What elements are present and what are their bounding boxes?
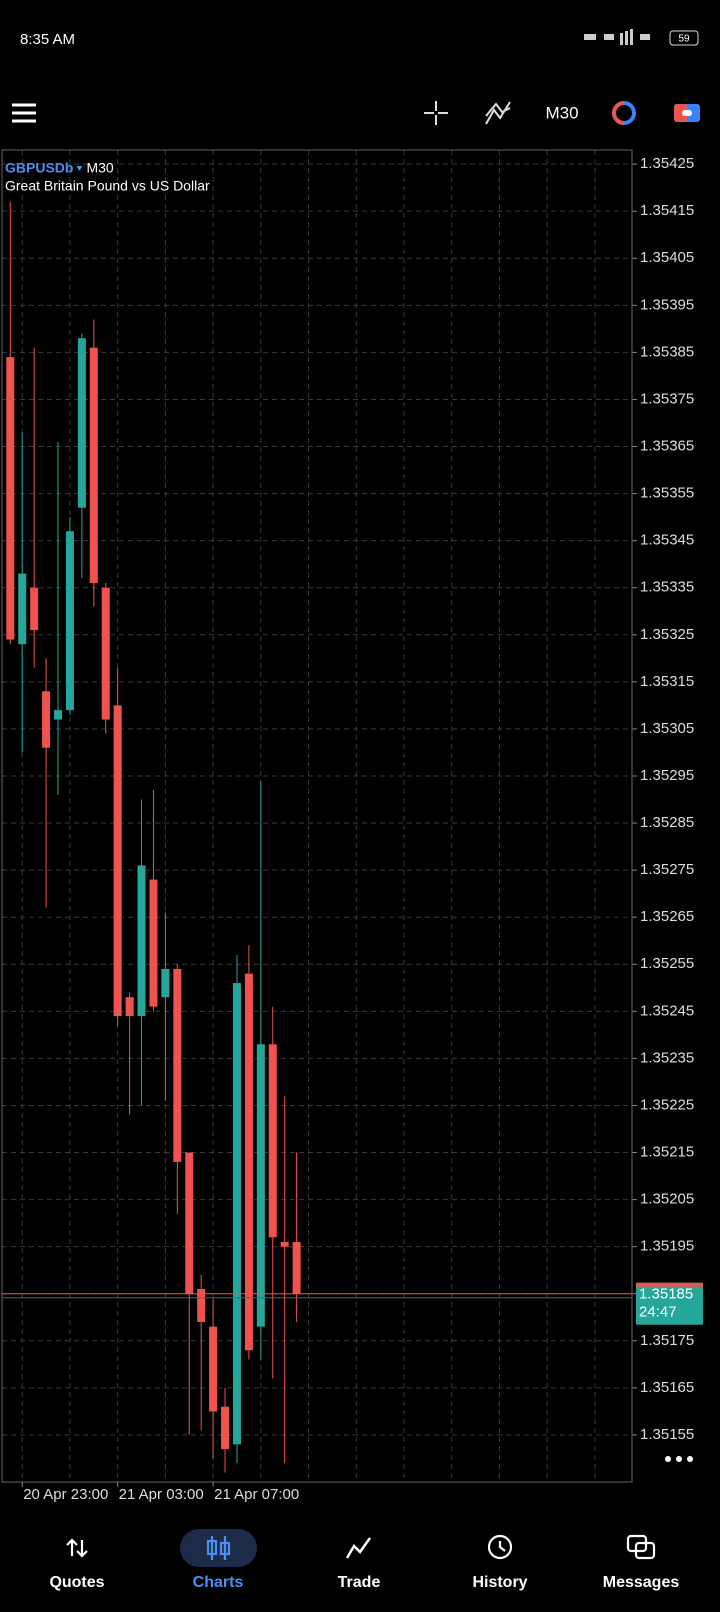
- y-tick-label: 1.35215: [640, 1143, 694, 1160]
- y-tick-label: 1.35155: [640, 1426, 694, 1443]
- y-tick-label: 1.35425: [640, 155, 694, 172]
- y-tick-label: 1.35285: [640, 814, 694, 831]
- chart-type-button[interactable]: [612, 101, 636, 125]
- chart-timeframe: M30: [86, 160, 113, 176]
- candle-body: [173, 968, 182, 1162]
- candle-body: [113, 705, 122, 1017]
- y-tick-label: 1.35295: [640, 767, 694, 784]
- y-tick-label: 1.35415: [640, 202, 694, 219]
- crosshair-button[interactable]: [424, 101, 448, 125]
- status-icons: [584, 29, 650, 45]
- candle-body: [18, 573, 27, 645]
- candle-body: [6, 357, 15, 640]
- quotes-icon: [66, 1538, 88, 1558]
- nav-tab[interactable]: Charts: [193, 1574, 244, 1591]
- candle-body: [54, 710, 63, 720]
- trade-icon: [345, 1537, 372, 1559]
- chart: 1.35155 1.35165 1.35175 1.35185 1.35195 1.352…: [1, 149, 703, 1503]
- timeframe-button[interactable]: M30: [545, 103, 578, 122]
- candle-body: [125, 997, 134, 1017]
- y-tick-label: 1.35395: [640, 296, 694, 313]
- candle-body: [101, 587, 110, 720]
- x-tick-label: 21 Apr 03:00: [119, 1486, 204, 1503]
- x-tick-label: 20 Apr 23:00: [23, 1486, 108, 1503]
- candle-body: [209, 1326, 218, 1412]
- countdown-label: 24:47: [639, 1304, 677, 1321]
- candle-body: [149, 879, 158, 1007]
- y-tick-label: 1.35355: [640, 485, 694, 502]
- y-tick-label: 1.35325: [640, 626, 694, 643]
- current-price-label: 1.35185: [639, 1286, 693, 1303]
- y-tick-label: 1.35265: [640, 908, 694, 925]
- candle-body: [280, 1241, 289, 1247]
- y-tick-label: 1.35195: [640, 1238, 694, 1255]
- candle-body: [137, 865, 146, 1017]
- candle-body: [161, 968, 170, 998]
- y-tick-label: 1.35365: [640, 437, 694, 454]
- nav-tab[interactable]: Trade: [338, 1574, 381, 1591]
- candle-body: [268, 1044, 277, 1238]
- messages-icon: [626, 1534, 656, 1560]
- y-tick-label: 1.35375: [640, 390, 694, 407]
- y-tick-label: 1.35235: [640, 1049, 694, 1066]
- y-tick-label: 1.35205: [640, 1191, 694, 1208]
- indicators-button[interactable]: [485, 101, 511, 125]
- y-tick-label: 1.35245: [640, 1002, 694, 1019]
- plot-frame: [1, 149, 633, 1483]
- nav-tab[interactable]: Messages: [603, 1574, 680, 1591]
- y-tick-label: 1.35335: [640, 579, 694, 596]
- candle-body: [185, 1152, 194, 1294]
- trade-button[interactable]: [674, 104, 700, 122]
- price-label-top: [636, 1282, 703, 1287]
- candle-body: [65, 531, 74, 711]
- y-tick-label: 1.35275: [640, 861, 694, 878]
- y-tick-label: 1.35225: [640, 1096, 694, 1113]
- symbol-dropdown-arrow: [76, 166, 83, 171]
- more-button[interactable]: [665, 1456, 693, 1462]
- battery: [669, 30, 699, 46]
- bottom-nav: [0, 1527, 720, 1612]
- candle-body: [244, 973, 253, 1351]
- candle-body: [42, 691, 51, 748]
- status-time: 8:35 AM: [20, 31, 75, 48]
- chart-symbol[interactable]: GBPUSDb: [5, 160, 73, 176]
- y-tick-label: 1.35315: [640, 673, 694, 690]
- x-tick-label: 21 Apr 07:00: [214, 1486, 299, 1503]
- candle-body: [232, 983, 241, 1445]
- candle-body: [292, 1241, 301, 1294]
- nav-tab[interactable]: Quotes: [49, 1574, 104, 1591]
- candle-body: [30, 587, 39, 631]
- y-tick-label: 1.35175: [640, 1332, 694, 1349]
- y-tick-label: 1.35305: [640, 720, 694, 737]
- nav-tab[interactable]: History: [472, 1574, 527, 1591]
- active-tab-highlight: [180, 1529, 257, 1567]
- y-tick-label: 1.35385: [640, 343, 694, 360]
- battery-level: 59: [678, 34, 690, 45]
- history-icon: [487, 1534, 513, 1560]
- candle-body: [197, 1289, 206, 1322]
- y-tick-label: 1.35405: [640, 249, 694, 266]
- chart-description: Great Britain Pound vs US Dollar: [5, 178, 210, 194]
- price-label-bg: [636, 1282, 703, 1325]
- menu-button[interactable]: [12, 103, 36, 123]
- charts-icon: [206, 1536, 231, 1560]
- candle-body: [221, 1406, 230, 1450]
- y-tick-label: 1.35255: [640, 955, 694, 972]
- candle-body: [256, 1044, 265, 1327]
- y-tick-label: 1.35345: [640, 532, 694, 549]
- y-tick-label: 1.35165: [640, 1379, 694, 1396]
- candle-body: [89, 347, 98, 584]
- candle-body: [77, 338, 86, 508]
